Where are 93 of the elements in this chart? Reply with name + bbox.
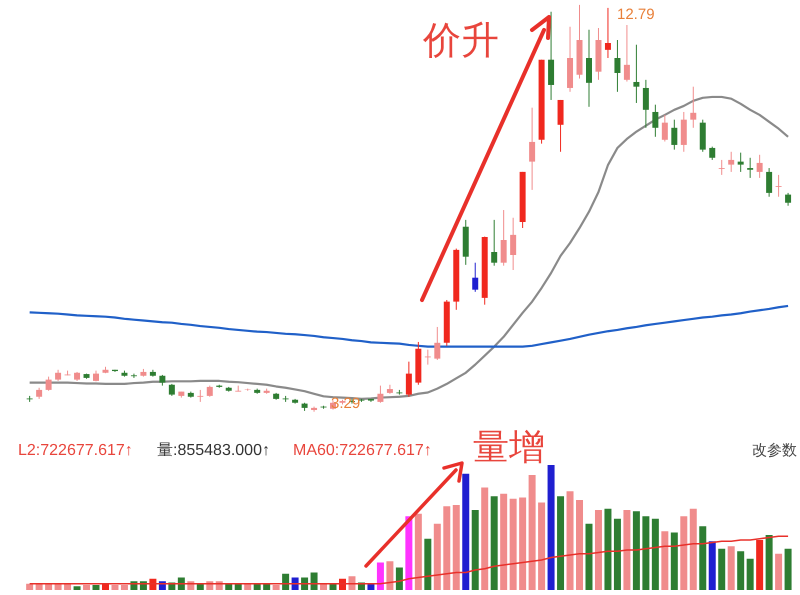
bar [452,505,460,590]
bar [376,562,384,590]
bar [472,510,479,590]
bar [708,541,716,590]
text: L2:722677.617↑ [18,442,133,459]
candlestick [93,370,100,382]
candlestick [424,349,431,366]
candlestick [377,385,384,404]
candlestick [766,168,772,198]
candlestick [604,7,611,58]
candlestick [785,192,792,206]
bar [111,585,118,590]
bar [642,516,650,590]
bar [670,532,678,590]
bar [120,585,128,590]
candlestick [500,210,507,266]
candlestick [491,219,498,266]
bar [699,526,706,590]
bar [632,511,640,590]
bar [585,524,592,590]
bar [718,548,726,590]
bar [737,551,744,590]
bar [623,510,630,590]
bar [775,554,782,590]
candlestick [747,157,754,178]
bar [652,518,659,590]
bar [500,494,508,590]
candlestick [633,44,640,104]
bar [443,506,450,590]
bar [784,548,792,590]
bar [481,488,488,590]
bar [83,585,90,590]
candlestick [756,154,763,178]
candlestick [406,361,412,398]
bar [26,584,34,590]
bar [386,561,394,590]
candlestick [709,146,716,160]
bar [566,491,574,590]
candlestick [614,40,620,92]
bar [594,510,602,590]
bar [434,524,441,590]
candlestick [652,104,658,138]
candlestick [728,151,734,172]
bar [604,508,612,590]
bar [548,465,555,590]
candlestick [776,174,782,198]
text: MA60:722677.617↑ [293,442,432,459]
bar [680,516,688,590]
bar [661,531,668,590]
bar [510,498,517,590]
bar [614,518,621,590]
text: 量:855483.000↑ [157,442,270,459]
candlestick [434,326,440,360]
bar [576,500,584,590]
candlestick [472,262,478,292]
bar [414,514,422,590]
bar [310,572,318,590]
candlestick [197,389,204,402]
annotation: 12.79 [617,6,655,23]
candlestick [46,376,52,392]
bar [92,585,100,590]
candlestick [168,383,175,396]
bar [690,508,697,590]
bar [538,502,546,590]
text: 改参数 [752,442,797,459]
candlestick [206,385,213,398]
bar [462,474,470,590]
bar [528,475,536,590]
bar [74,586,81,590]
bar [405,516,412,590]
bar [557,496,564,590]
bar [746,558,754,590]
candlestick [690,86,696,128]
candlestick [55,369,62,382]
candlestick [529,107,536,190]
bar [272,585,280,590]
bar [424,538,432,590]
candlestick [738,152,744,172]
candlestick [36,387,42,400]
candlestick [159,374,166,386]
candlestick [662,114,668,142]
annotation: 量增 [473,426,545,467]
annotation: 价升 [422,20,499,62]
candlestick [510,217,516,270]
candlestick [624,24,630,82]
bar [728,546,735,590]
candlestick [671,119,678,150]
bar [490,496,498,590]
bar [519,498,526,590]
bar [396,568,403,590]
candlestick [642,79,649,128]
candlestick [718,159,725,176]
bar [766,535,773,590]
